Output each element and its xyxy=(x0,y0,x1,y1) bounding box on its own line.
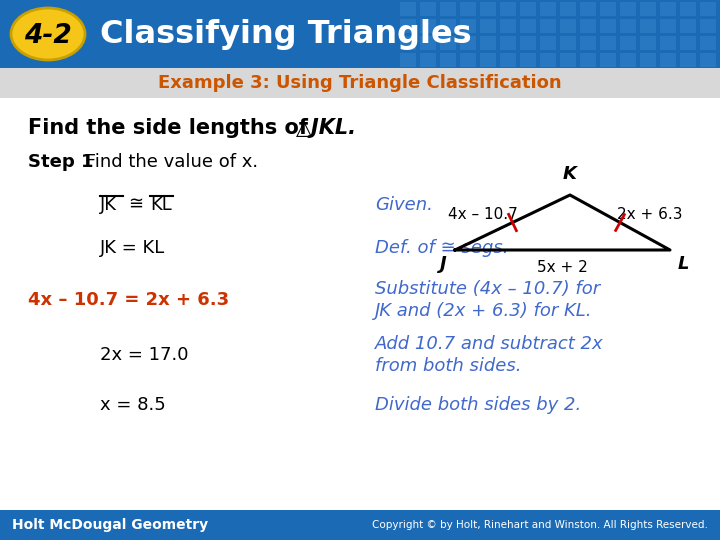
FancyBboxPatch shape xyxy=(0,510,720,540)
FancyBboxPatch shape xyxy=(700,19,716,33)
FancyBboxPatch shape xyxy=(640,36,656,50)
FancyBboxPatch shape xyxy=(560,53,576,67)
Text: J: J xyxy=(440,255,447,273)
FancyBboxPatch shape xyxy=(420,53,436,67)
Text: KL: KL xyxy=(150,196,172,214)
FancyBboxPatch shape xyxy=(560,19,576,33)
FancyBboxPatch shape xyxy=(520,53,536,67)
FancyBboxPatch shape xyxy=(480,19,496,33)
FancyBboxPatch shape xyxy=(680,53,696,67)
FancyBboxPatch shape xyxy=(660,2,676,16)
FancyBboxPatch shape xyxy=(0,0,720,68)
FancyBboxPatch shape xyxy=(620,53,636,67)
FancyBboxPatch shape xyxy=(700,2,716,16)
FancyBboxPatch shape xyxy=(420,36,436,50)
FancyBboxPatch shape xyxy=(600,36,616,50)
FancyBboxPatch shape xyxy=(400,53,416,67)
FancyBboxPatch shape xyxy=(500,2,516,16)
Text: Step 1: Step 1 xyxy=(28,153,94,171)
FancyBboxPatch shape xyxy=(580,36,596,50)
FancyBboxPatch shape xyxy=(440,36,456,50)
FancyBboxPatch shape xyxy=(600,19,616,33)
FancyBboxPatch shape xyxy=(500,19,516,33)
Text: 5x + 2: 5x + 2 xyxy=(537,260,588,275)
Text: 4-2: 4-2 xyxy=(24,23,72,49)
Text: Substitute (4x – 10.7) for: Substitute (4x – 10.7) for xyxy=(375,280,600,298)
FancyBboxPatch shape xyxy=(540,19,556,33)
Text: Classifying Triangles: Classifying Triangles xyxy=(100,18,472,50)
FancyBboxPatch shape xyxy=(700,36,716,50)
Text: 4x – 10.7 = 2x + 6.3: 4x – 10.7 = 2x + 6.3 xyxy=(28,291,229,309)
Text: x = 8.5: x = 8.5 xyxy=(100,396,166,414)
Text: from both sides.: from both sides. xyxy=(375,357,521,375)
Text: K: K xyxy=(563,165,577,183)
FancyBboxPatch shape xyxy=(520,36,536,50)
Text: Add 10.7 and subtract 2x: Add 10.7 and subtract 2x xyxy=(375,335,603,353)
FancyBboxPatch shape xyxy=(580,2,596,16)
FancyBboxPatch shape xyxy=(480,36,496,50)
Text: Copyright © by Holt, Rinehart and Winston. All Rights Reserved.: Copyright © by Holt, Rinehart and Winsto… xyxy=(372,520,708,530)
Text: Find the side lengths of: Find the side lengths of xyxy=(28,118,315,138)
FancyBboxPatch shape xyxy=(680,19,696,33)
Text: ≅: ≅ xyxy=(128,196,143,214)
FancyBboxPatch shape xyxy=(680,36,696,50)
FancyBboxPatch shape xyxy=(600,53,616,67)
FancyBboxPatch shape xyxy=(420,2,436,16)
FancyBboxPatch shape xyxy=(540,53,556,67)
Text: JK = KL: JK = KL xyxy=(100,239,166,257)
FancyBboxPatch shape xyxy=(640,53,656,67)
FancyBboxPatch shape xyxy=(560,2,576,16)
Text: Def. of ≅ segs.: Def. of ≅ segs. xyxy=(375,239,508,257)
FancyBboxPatch shape xyxy=(440,53,456,67)
FancyBboxPatch shape xyxy=(640,2,656,16)
Text: Divide both sides by 2.: Divide both sides by 2. xyxy=(375,396,581,414)
Text: Given.: Given. xyxy=(375,196,433,214)
FancyBboxPatch shape xyxy=(620,2,636,16)
FancyBboxPatch shape xyxy=(560,36,576,50)
FancyBboxPatch shape xyxy=(640,19,656,33)
FancyBboxPatch shape xyxy=(600,2,616,16)
Text: JK: JK xyxy=(100,196,117,214)
FancyBboxPatch shape xyxy=(460,36,476,50)
FancyBboxPatch shape xyxy=(700,53,716,67)
FancyBboxPatch shape xyxy=(520,2,536,16)
FancyBboxPatch shape xyxy=(400,2,416,16)
Text: 4x – 10.7: 4x – 10.7 xyxy=(448,207,518,222)
Text: 2x = 17.0: 2x = 17.0 xyxy=(100,346,189,364)
Text: 2x + 6.3: 2x + 6.3 xyxy=(617,207,683,222)
Text: Find the value of x.: Find the value of x. xyxy=(80,153,258,171)
FancyBboxPatch shape xyxy=(420,19,436,33)
Ellipse shape xyxy=(11,8,85,60)
FancyBboxPatch shape xyxy=(460,2,476,16)
FancyBboxPatch shape xyxy=(460,53,476,67)
FancyBboxPatch shape xyxy=(620,19,636,33)
FancyBboxPatch shape xyxy=(580,53,596,67)
Text: JK and (2x + 6.3) for KL.: JK and (2x + 6.3) for KL. xyxy=(375,302,593,320)
FancyBboxPatch shape xyxy=(440,19,456,33)
FancyBboxPatch shape xyxy=(400,19,416,33)
Text: Holt McDougal Geometry: Holt McDougal Geometry xyxy=(12,518,208,532)
FancyBboxPatch shape xyxy=(500,53,516,67)
FancyBboxPatch shape xyxy=(400,36,416,50)
FancyBboxPatch shape xyxy=(660,19,676,33)
FancyBboxPatch shape xyxy=(500,36,516,50)
FancyBboxPatch shape xyxy=(440,2,456,16)
Text: Example 3: Using Triangle Classification: Example 3: Using Triangle Classification xyxy=(158,74,562,92)
FancyBboxPatch shape xyxy=(480,53,496,67)
FancyBboxPatch shape xyxy=(660,53,676,67)
FancyBboxPatch shape xyxy=(460,19,476,33)
FancyBboxPatch shape xyxy=(620,36,636,50)
FancyBboxPatch shape xyxy=(480,2,496,16)
FancyBboxPatch shape xyxy=(680,2,696,16)
FancyBboxPatch shape xyxy=(520,19,536,33)
FancyBboxPatch shape xyxy=(660,36,676,50)
Text: △JKL.: △JKL. xyxy=(296,118,357,138)
FancyBboxPatch shape xyxy=(580,19,596,33)
FancyBboxPatch shape xyxy=(540,2,556,16)
Text: L: L xyxy=(678,255,690,273)
FancyBboxPatch shape xyxy=(0,68,720,98)
FancyBboxPatch shape xyxy=(540,36,556,50)
